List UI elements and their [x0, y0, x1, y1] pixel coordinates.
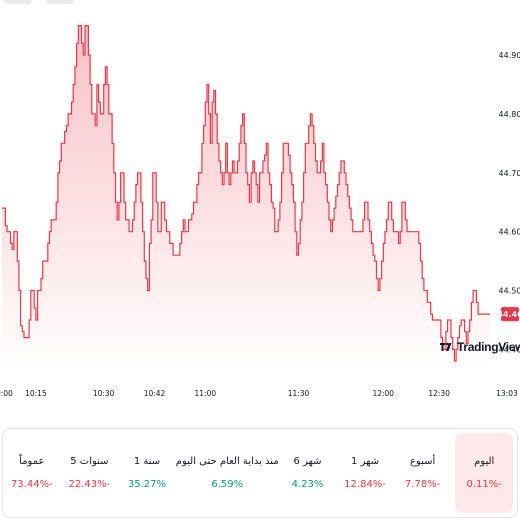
- performance-period-label: 1 سنة: [133, 456, 161, 467]
- performance-period-label: أسبوع: [409, 456, 436, 467]
- performance-item[interactable]: 1 شهر 12.84%-: [336, 429, 394, 517]
- tab-stub[interactable]: [46, 0, 74, 4]
- top-tab-strip: [0, 0, 100, 4]
- x-tick-label: 12:00: [372, 389, 394, 398]
- last-price-box: [501, 307, 519, 322]
- x-tick-label: 13:03: [496, 389, 518, 398]
- x-tick-label: 10:42: [144, 389, 166, 398]
- performance-value: 4.23%: [291, 479, 324, 490]
- performance-item[interactable]: عموماً 73.44%-: [3, 429, 61, 517]
- performance-item[interactable]: 5 سنوات 22.43%-: [61, 429, 119, 517]
- performance-period-label: 6 شهر: [293, 456, 322, 467]
- performance-period-label: 1 شهر: [351, 456, 380, 467]
- performance-item[interactable]: أسبوع 7.78%-: [394, 429, 452, 517]
- last-price-label: 44.46: [497, 310, 520, 319]
- price-axis: 44.90 44.80 44.70 44.60 44.50 44.40: [499, 51, 520, 354]
- y-tick-label: 44.80: [499, 110, 520, 119]
- performance-period-label: 5 سنوات: [70, 456, 109, 467]
- tradingview-logo-icon: [440, 342, 452, 351]
- price-chart[interactable]: 44.90 44.80 44.70 44.60 44.50 44.40 10:00 10:1…: [0, 0, 520, 410]
- performance-item[interactable]: 6 شهر 4.23%: [279, 429, 337, 517]
- performance-value: 22.43%-: [68, 479, 111, 490]
- x-tick-label: 11:00: [195, 389, 217, 398]
- performance-value: 12.84%-: [344, 479, 386, 490]
- performance-bar: اليوم 0.11%- أسبوع 7.78%- 1 شهر 12.84%- 6 شهر 4…: [2, 428, 518, 518]
- y-tick-label: 44.60: [499, 228, 520, 237]
- x-tick-label: 10:15: [25, 389, 47, 398]
- x-tick-label: 10:00: [0, 389, 13, 398]
- last-price-tag: 44.46: [497, 307, 520, 322]
- performance-period-label: منذ بداية العام حتى اليوم: [175, 456, 279, 467]
- performance-value: 7.78%-: [404, 479, 441, 490]
- brand-name: TradingView: [457, 340, 520, 354]
- tradingview-brand[interactable]: TradingView: [440, 340, 520, 354]
- tab-stub[interactable]: [4, 0, 32, 4]
- y-tick-label: 44.50: [499, 287, 520, 296]
- performance-value: 73.44%-: [10, 479, 53, 490]
- y-tick-label: 44.90: [499, 51, 520, 60]
- performance-value: 35.27%: [127, 479, 167, 490]
- price-area-fill: [2, 25, 490, 370]
- time-axis: 10:00 10:15 10:30 10:42 11:00 11:30 12:00 12:30…: [0, 389, 518, 398]
- price-line: [2, 25, 490, 362]
- x-tick-label: 11:30: [288, 389, 310, 398]
- performance-item[interactable]: منذ بداية العام حتى اليوم 6.59%: [176, 429, 279, 517]
- performance-value: 0.11%-: [466, 479, 502, 490]
- performance-value: 6.59%: [211, 479, 244, 490]
- y-tick-label: 44.70: [499, 169, 520, 178]
- y-tick-label: 44.40: [499, 345, 520, 354]
- performance-period-label: اليوم: [474, 456, 495, 467]
- x-tick-label: 12:30: [428, 389, 450, 398]
- performance-item[interactable]: 1 سنة 35.27%: [118, 429, 176, 517]
- x-tick-label: 10:30: [93, 389, 115, 398]
- performance-period-label: عموماً: [19, 456, 45, 467]
- performance-item[interactable]: اليوم 0.11%-: [455, 433, 513, 513]
